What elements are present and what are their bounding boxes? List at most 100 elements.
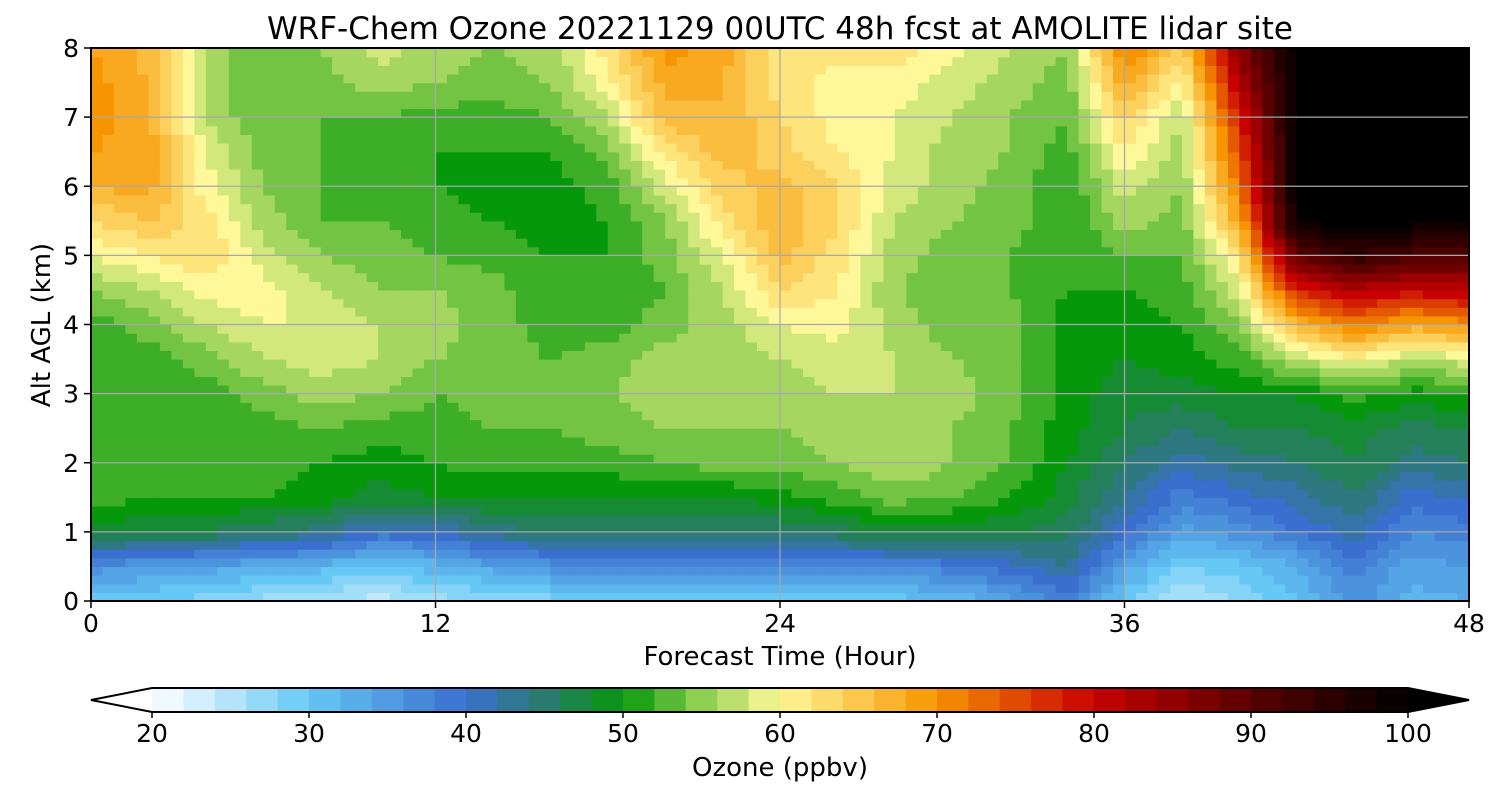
heatmap-cell <box>986 575 999 585</box>
heatmap-cell <box>596 505 609 516</box>
heatmap-cell <box>1090 592 1103 601</box>
heatmap-cell <box>630 540 643 550</box>
heatmap-cell <box>883 341 896 352</box>
heatmap-cell <box>125 497 138 507</box>
heatmap-cell <box>986 436 999 447</box>
heatmap-cell <box>975 531 988 542</box>
heatmap-cell <box>458 540 471 550</box>
heatmap-cell <box>446 436 460 447</box>
heatmap-cell <box>1446 367 1459 377</box>
heatmap-cell <box>665 376 678 386</box>
heatmap-cell <box>917 488 930 498</box>
heatmap-cell <box>734 298 747 308</box>
heatmap-cell <box>596 289 609 300</box>
heatmap-cell <box>1124 298 1137 308</box>
heatmap-cell <box>148 575 161 585</box>
heatmap-cell <box>642 419 655 429</box>
heatmap-cell <box>596 281 609 291</box>
heatmap-cell <box>148 454 161 464</box>
heatmap-cell <box>1101 402 1114 412</box>
heatmap-cell <box>435 540 448 550</box>
heatmap-cell <box>504 497 517 507</box>
heatmap-cell <box>240 514 253 524</box>
heatmap-cell <box>917 255 930 265</box>
heatmap-cell <box>825 367 839 377</box>
heatmap-cell <box>1181 289 1194 300</box>
heatmap-cell <box>217 384 230 395</box>
heatmap-cell <box>309 410 322 421</box>
heatmap-cell <box>573 246 586 256</box>
heatmap-cell <box>963 514 976 524</box>
heatmap-cell <box>527 471 540 481</box>
heatmap-cell <box>424 272 437 282</box>
heatmap-cell <box>492 531 505 542</box>
heatmap-cell <box>251 333 264 343</box>
heatmap-cell <box>963 333 976 343</box>
heatmap-cell <box>1135 575 1149 585</box>
heatmap-cell <box>1446 480 1459 490</box>
heatmap-cell <box>286 514 299 524</box>
heatmap-cell <box>1411 350 1424 360</box>
heatmap-cell <box>653 557 666 568</box>
heatmap-cell <box>412 307 425 317</box>
heatmap-cell <box>688 333 701 343</box>
heatmap-cell <box>274 402 287 412</box>
heatmap-cell <box>757 583 770 593</box>
heatmap-cell <box>837 454 850 464</box>
heatmap-cell <box>894 428 907 438</box>
heatmap-cell <box>1331 592 1344 601</box>
heatmap-cell <box>1250 497 1263 507</box>
heatmap-cell <box>309 307 322 317</box>
heatmap-cell <box>1055 324 1068 334</box>
heatmap-cell <box>1250 445 1263 455</box>
heatmap-cell <box>504 436 517 447</box>
heatmap-cell <box>550 436 563 447</box>
heatmap-cell <box>1285 445 1298 455</box>
heatmap-cell <box>240 557 253 568</box>
heatmap-cell <box>309 246 322 256</box>
heatmap-cell <box>205 531 218 542</box>
heatmap-cell <box>561 505 574 516</box>
heatmap-cell <box>1400 255 1413 265</box>
heatmap-cell <box>446 272 460 282</box>
heatmap-cell <box>1446 514 1459 524</box>
heatmap-cell <box>676 289 689 300</box>
heatmap-cell <box>91 462 104 472</box>
heatmap-cell <box>550 454 563 464</box>
heatmap-cell <box>412 350 425 360</box>
heatmap-cell <box>1147 514 1160 524</box>
heatmap-cell <box>550 505 563 516</box>
heatmap-cell <box>688 540 701 550</box>
heatmap-cell <box>975 315 988 326</box>
heatmap-cell <box>1411 384 1424 395</box>
heatmap-cell <box>1285 246 1298 256</box>
heatmap-cell <box>584 359 597 369</box>
heatmap-cell <box>1365 333 1378 343</box>
heatmap-cell <box>1250 557 1263 568</box>
heatmap-cell <box>1021 315 1034 326</box>
heatmap-cell <box>1308 462 1321 472</box>
heatmap-cell <box>309 454 322 464</box>
heatmap-cell <box>286 428 299 438</box>
heatmap-cell <box>136 514 150 524</box>
heatmap-cell <box>722 531 735 542</box>
heatmap-cell <box>1308 557 1321 568</box>
heatmap-cell <box>251 531 264 542</box>
heatmap-cell <box>102 393 115 403</box>
heatmap-cell <box>1434 324 1447 334</box>
heatmap-cell <box>929 540 942 550</box>
heatmap-cell <box>986 376 999 386</box>
heatmap-cell <box>642 255 655 265</box>
heatmap-cell <box>171 255 184 265</box>
heatmap-cell <box>1296 471 1309 481</box>
heatmap-cell <box>630 341 643 352</box>
heatmap-cell <box>1067 462 1080 472</box>
heatmap-cell <box>630 549 643 559</box>
heatmap-cell <box>1170 471 1183 481</box>
heatmap-cell <box>286 549 299 559</box>
heatmap-cell <box>1101 428 1114 438</box>
heatmap-cell <box>401 255 414 265</box>
heatmap-cell <box>883 488 896 498</box>
heatmap-cell <box>366 367 379 377</box>
heatmap-cell <box>1446 281 1459 291</box>
